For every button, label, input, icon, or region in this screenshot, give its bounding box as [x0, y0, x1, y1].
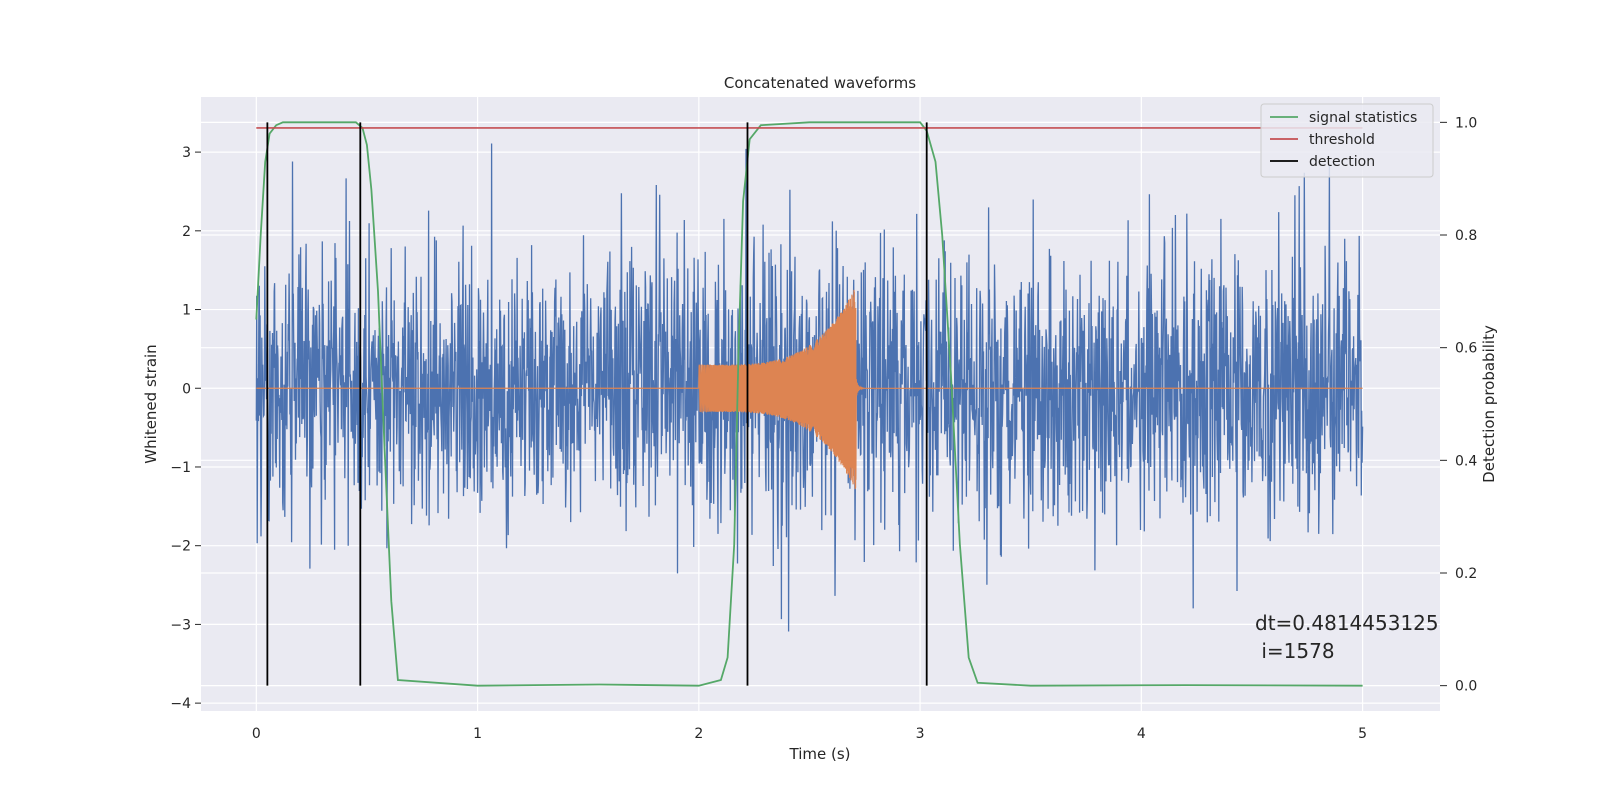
x-tick-label-5: 5 [1358, 726, 1367, 742]
series-signal-statistics [255, 121, 1363, 687]
legend-label-detection: detection [1309, 154, 1375, 170]
grid [201, 97, 1440, 711]
x-tick-label-1: 1 [473, 726, 482, 742]
x-tick-label-2: 2 [694, 726, 703, 742]
x-tick-label-4: 4 [1137, 726, 1146, 742]
x-tick-label-0: 0 [252, 726, 261, 742]
legend-label-threshold: threshold [1309, 132, 1375, 148]
annotation-index: i=1578 [1255, 639, 1335, 663]
x-tick-label-3: 3 [916, 726, 925, 742]
y-tick-label-5: 1 [182, 303, 191, 319]
chart-title: Concatenated waveforms [724, 74, 916, 92]
y2-tick-label-1: 0.2 [1455, 566, 1477, 582]
legend-box [1260, 103, 1434, 178]
series-injected-chirp [256, 289, 1363, 490]
x-axis-label: Time (s) [789, 745, 851, 763]
y-tick-label-0: −4 [170, 696, 191, 712]
y-tick-label-6: 2 [182, 224, 191, 240]
y2-tick-label-5: 1.0 [1455, 115, 1477, 131]
y2-tick-label-3: 0.6 [1455, 341, 1477, 357]
y-tick-label-3: −1 [170, 460, 191, 476]
annotation-dt: dt=0.4814453125 [1255, 611, 1439, 635]
y-axis-label: Whitened strain [142, 344, 160, 463]
y2-tick-label-4: 0.8 [1455, 228, 1477, 244]
series-group [255, 121, 1364, 687]
legend: signal statistics threshold detection [1260, 103, 1434, 178]
y-tick-label-7: 3 [182, 145, 191, 161]
series-whitened-strain [255, 143, 1364, 632]
y2-tick-label-0: 0.0 [1455, 679, 1477, 695]
y2-axis-label: Detection probability [1480, 325, 1498, 483]
ticks: 0 1 2 3 4 5 −4 −3 −2 −1 0 1 2 3 0.0 0.2 0.4 0.6 0.8 1.0 [170, 115, 1477, 742]
y-tick-label-1: −3 [170, 617, 191, 633]
y2-tick-label-2: 0.4 [1455, 453, 1477, 469]
legend-label-signal-statistics: signal statistics [1309, 110, 1417, 126]
y-tick-label-4: 0 [182, 381, 191, 397]
y-tick-label-2: −2 [170, 539, 191, 555]
